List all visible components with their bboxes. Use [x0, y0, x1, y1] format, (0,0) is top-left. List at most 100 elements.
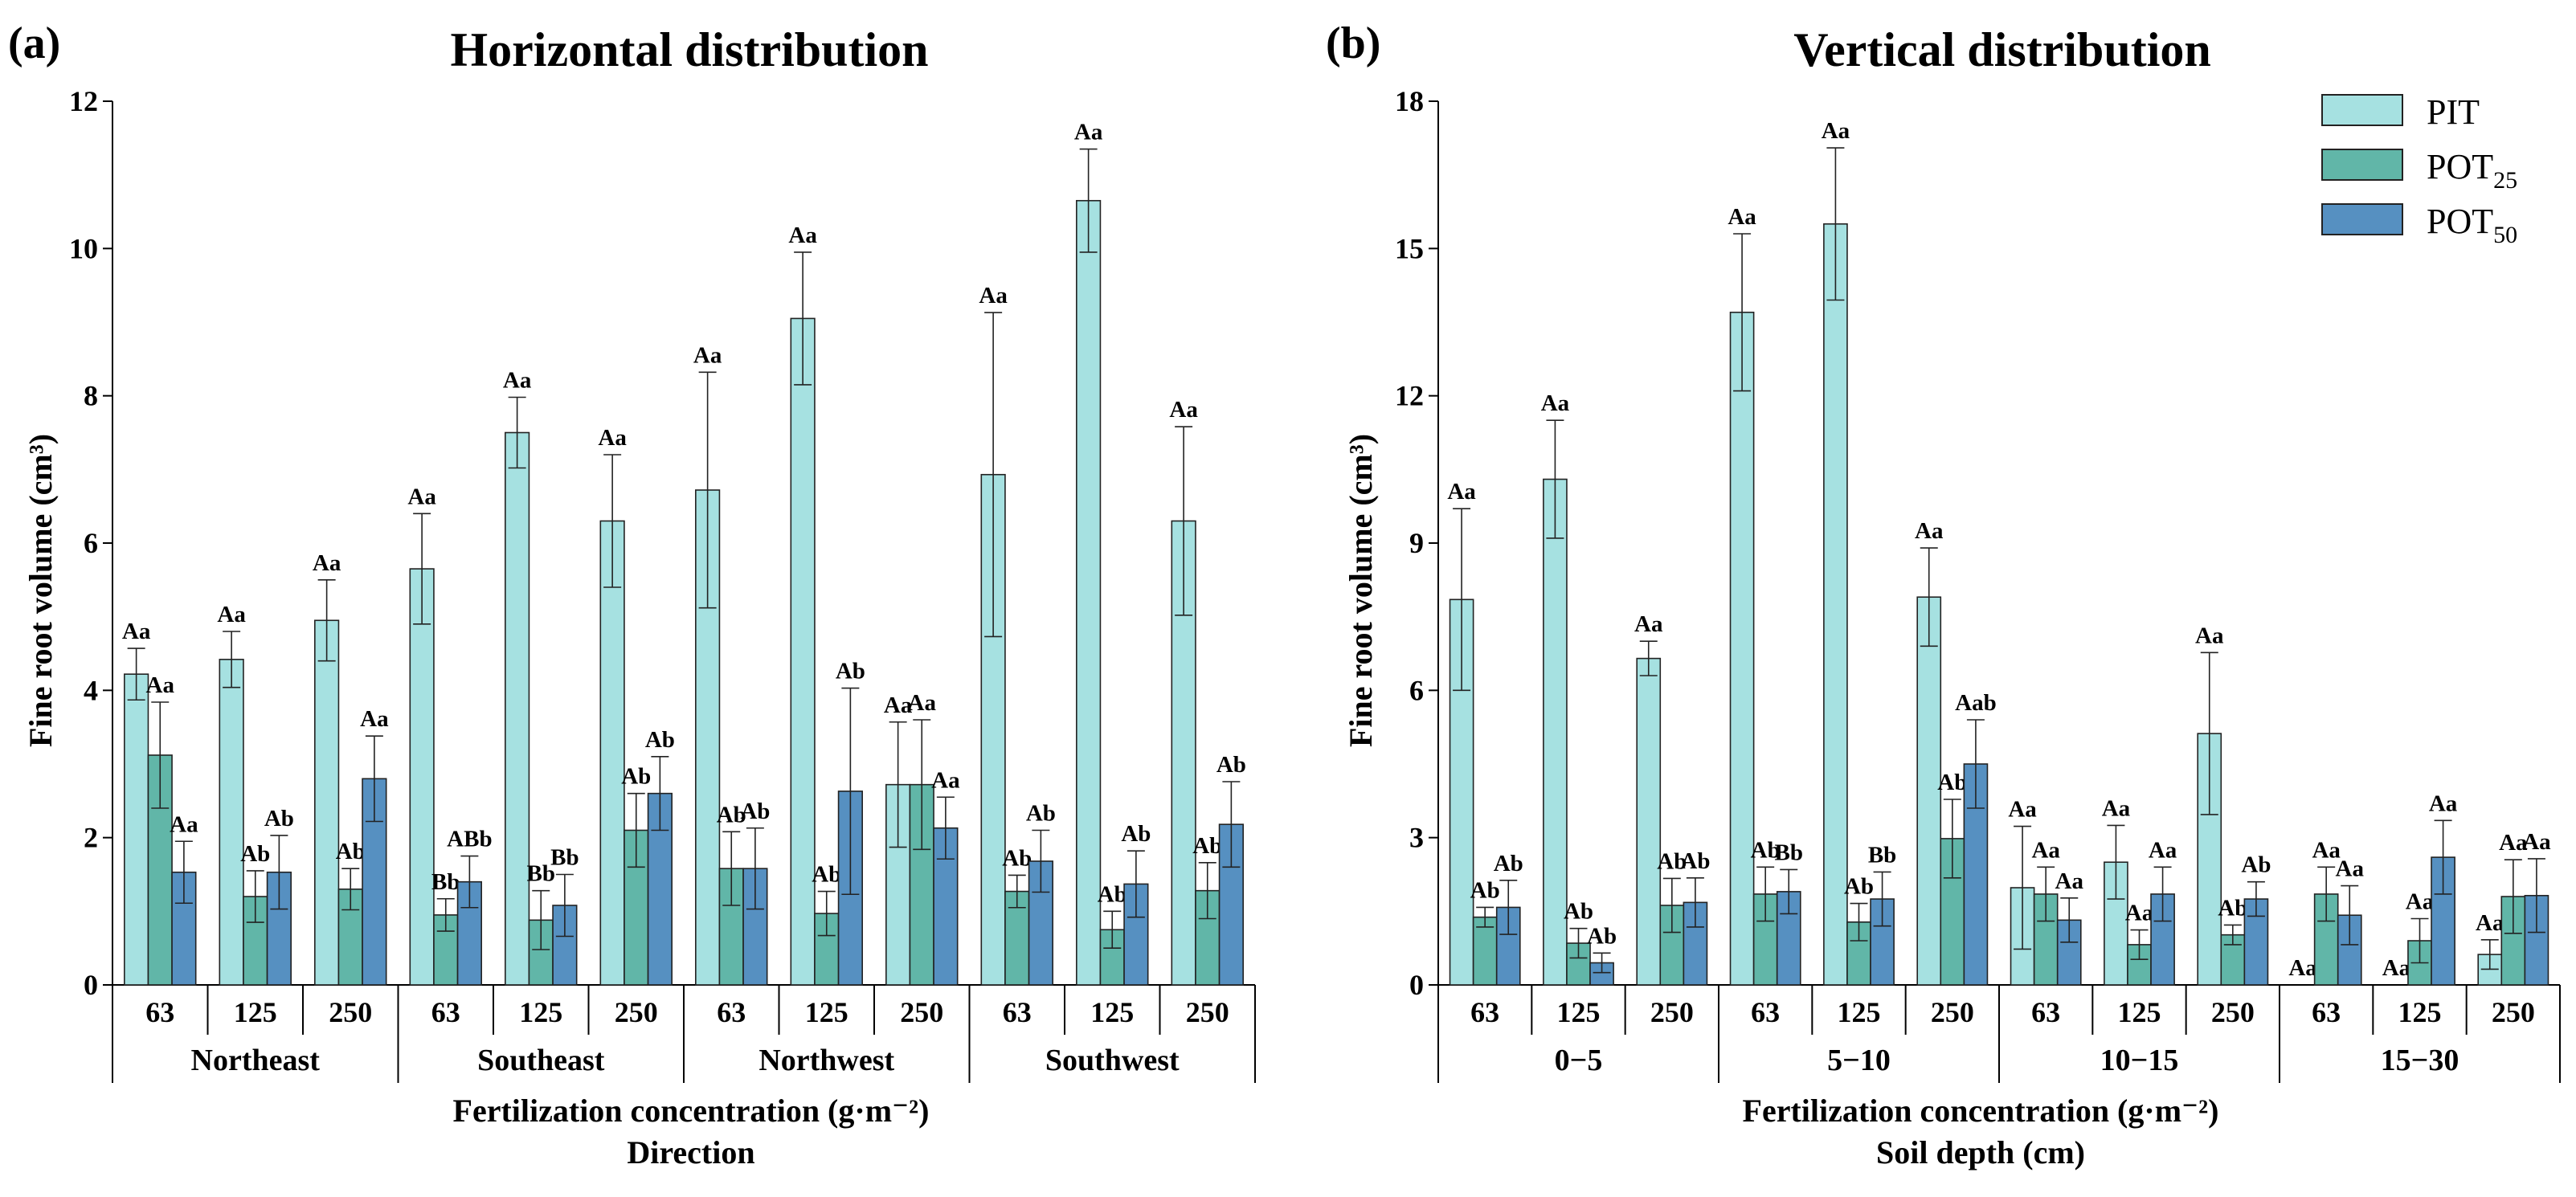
significance-label-pot25: Ab	[717, 802, 746, 827]
x-tick-label: 250	[2211, 996, 2255, 1028]
significance-label-pot25: Aa	[908, 690, 937, 716]
bar-pit	[1729, 311, 1755, 986]
significance-label-pot50: Bb	[550, 845, 579, 871]
y-axis-label-a: Fine root volume (cm³)	[22, 434, 59, 747]
x-tick-label: 63	[717, 996, 746, 1028]
significance-label-pit: Aa	[1447, 479, 1476, 505]
y-tick-label: 10	[69, 232, 98, 264]
significance-label-pot50: Aa	[2522, 829, 2551, 855]
x-tick-label: 63	[2312, 996, 2341, 1028]
plot-area-a: 024681012AaAaAaAaAbAbAaAbAaAaBbABbAaBbBb…	[69, 85, 1256, 1083]
significance-label-pit: Aa	[884, 692, 913, 718]
x-tick-label: 125	[1557, 996, 1601, 1028]
legend: PIT POT25 POT50	[2321, 92, 2517, 248]
y-tick-label: 8	[84, 380, 98, 412]
significance-label-pot25: Ab	[1098, 881, 1127, 907]
group-label: Southwest	[1045, 1044, 1180, 1077]
significance-label-pot25: Aa	[2031, 837, 2060, 863]
significance-label-pot50: Ab	[1680, 848, 1710, 874]
significance-label-pot25: Ab	[1470, 877, 1500, 903]
bar-pit	[599, 520, 625, 986]
x-tick-label: 125	[1838, 996, 1881, 1028]
x-tick-label: 250	[2492, 996, 2535, 1028]
y-tick-label: 12	[1395, 380, 1424, 412]
significance-label-pot25: Bb	[431, 869, 460, 895]
legend-label-pot25: POT25	[2427, 147, 2517, 194]
bar-pit	[790, 317, 816, 986]
significance-label-pot50: Bb	[1868, 842, 1896, 868]
significance-label-pit: Aa	[2476, 910, 2504, 936]
bar-pit	[409, 568, 435, 986]
significance-label-pot25: Ab	[1937, 770, 1967, 795]
y-tick-label: 2	[84, 822, 98, 854]
x-axis-label2-a: Direction	[627, 1134, 754, 1170]
significance-label-pit: Aa	[1541, 390, 1570, 416]
bar-pit	[219, 659, 244, 986]
y-tick-label: 6	[84, 527, 98, 559]
x-tick-label: 125	[2398, 996, 2442, 1028]
panel-a-title: Horizontal distribution	[450, 23, 928, 76]
group-label: 10−15	[2100, 1044, 2179, 1077]
bar-pot25	[1099, 929, 1125, 986]
y-tick-label: 6	[1409, 674, 1424, 706]
group-label: 0−5	[1555, 1044, 1603, 1077]
significance-label-pit: Aa	[2008, 797, 2037, 823]
x-tick-label: 63	[2031, 996, 2060, 1028]
x-tick-label: 63	[431, 996, 460, 1028]
group-label: 15−30	[2381, 1044, 2459, 1077]
significance-label-pit: Aa	[122, 619, 151, 644]
significance-label-pit: Aa	[1169, 397, 1198, 423]
plot-area-b: 0369121518AaAbAbAaAbAbAaAbAbAaAbBbAaAbBb…	[1395, 85, 2561, 1083]
y-tick-label: 15	[1395, 232, 1424, 264]
significance-label-pot50: Ab	[1121, 821, 1151, 847]
significance-label-pot50: Ab	[1587, 923, 1617, 949]
x-tick-label: 63	[1470, 996, 1499, 1028]
significance-label-pit: Aa	[2288, 955, 2317, 981]
significance-label-pot50: Ab	[836, 659, 865, 684]
significance-label-pit: Aa	[503, 368, 532, 394]
significance-label-pot50: Ab	[1026, 801, 1056, 827]
significance-label-pot25: Ab	[1192, 833, 1222, 859]
x-tick-label: 250	[1186, 996, 1229, 1028]
x-tick-label: 250	[615, 996, 658, 1028]
panel-a-label: (a)	[8, 18, 60, 68]
significance-label-pot25: Ab	[1844, 874, 1874, 900]
significance-label-pit: Aa	[2382, 955, 2411, 981]
legend-swatch-pot25	[2321, 149, 2403, 181]
x-tick-label: 63	[1751, 996, 1780, 1028]
group-label: Southeast	[477, 1044, 605, 1077]
significance-label-pit: Aa	[2102, 795, 2131, 821]
y-axis-label-b: Fine root volume (cm³)	[1343, 434, 1379, 747]
significance-label-pot25: Ab	[336, 839, 366, 864]
significance-label-pit: Aa	[407, 484, 436, 509]
significance-label-pot50: Aa	[2055, 868, 2084, 894]
significance-label-pot50: Aab	[1955, 690, 1997, 716]
bar-pit	[1543, 478, 1568, 986]
x-axis-label2-b: Soil depth (cm)	[1876, 1134, 2085, 1170]
x-axis-label-a: Fertilization concentration (g·m⁻²)	[453, 1093, 930, 1129]
x-tick-label: 250	[329, 996, 372, 1028]
significance-label-pot50: Ab	[264, 806, 294, 831]
x-axis-label-b: Fertilization concentration (g·m⁻²)	[1743, 1093, 2219, 1129]
significance-label-pot50: Aa	[360, 706, 389, 732]
bar-pot50	[2243, 898, 2269, 986]
x-tick-label: 63	[145, 996, 174, 1028]
y-tick-label: 9	[1409, 527, 1424, 559]
significance-label-pot25: Ab	[1657, 848, 1687, 874]
significance-label-pit: Aa	[693, 342, 722, 368]
significance-label-pit: Aa	[1074, 120, 1103, 145]
significance-label-pot50: Ab	[645, 727, 675, 753]
significance-label-pot50: Bb	[1775, 840, 1803, 865]
x-tick-label: 125	[2118, 996, 2161, 1028]
panel-b-label: (b)	[1326, 18, 1380, 68]
y-tick-label: 12	[69, 85, 98, 117]
significance-label-pot50: Ab	[2241, 852, 2271, 878]
significance-label-pot50: Ab	[1494, 851, 1523, 876]
y-tick-label: 4	[84, 674, 98, 706]
significance-label-pit: Aa	[788, 223, 817, 248]
significance-label-pot25: Aa	[2312, 837, 2341, 863]
significance-label-pit: Aa	[217, 602, 246, 627]
panel-b: (b) Vertical distribution 0 3 6 9 12 15 18 Aa Ab…	[1326, 18, 2561, 1170]
significance-label-pit: Aa	[1728, 204, 1756, 230]
